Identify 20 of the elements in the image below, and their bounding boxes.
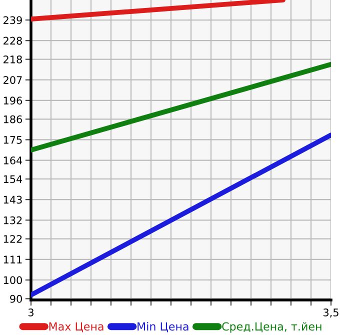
legend-label: Min Цена [138,322,188,332]
y-tick-label: 154 [4,175,22,184]
y-tick-label: 132 [4,216,22,224]
y-tick-label: 143 [4,196,22,204]
legend-label: Сред.Цена, т.йен [222,322,322,333]
y-tick-label: 122 [4,235,22,243]
x-tick-label: 3 [28,308,34,316]
y-tick-label: 90 [10,294,22,303]
y-tick-label: 239 [4,16,22,24]
y-tick-label: 175 [4,136,22,144]
y-tick-label: 111 [4,256,22,264]
y-tick-label: 196 [4,96,22,105]
y-tick-label: 186 [4,115,22,124]
y-tick-label: 228 [4,36,22,45]
x-tick-label: 3,5 [324,308,338,318]
y-tick-label: 100 [4,276,22,284]
legend-label: Max Цена [49,322,104,332]
y-tick-label: 164 [4,156,22,164]
y-tick-label: 218 [4,56,22,64]
y-tick-label: 207 [4,76,22,84]
